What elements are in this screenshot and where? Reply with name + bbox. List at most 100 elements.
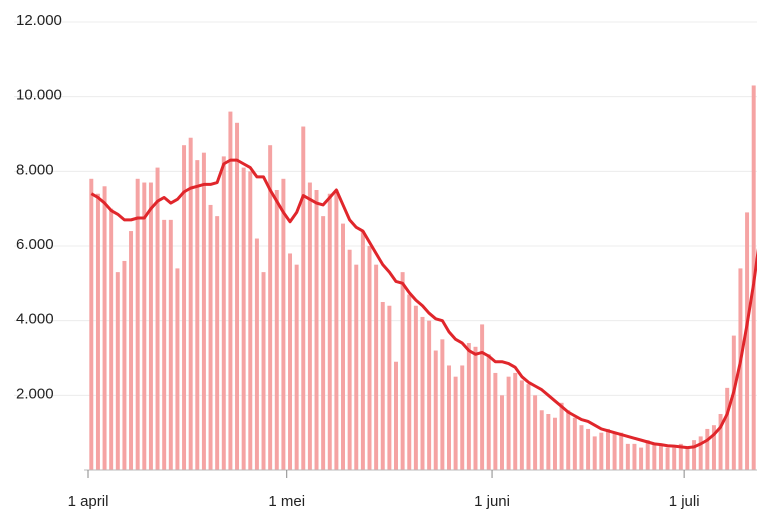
bar xyxy=(155,167,160,470)
bar xyxy=(718,414,723,470)
bar xyxy=(692,440,697,470)
bar xyxy=(612,432,617,470)
bar xyxy=(407,294,412,470)
bar xyxy=(572,417,577,470)
bar xyxy=(433,350,438,470)
bar xyxy=(427,320,432,470)
bar xyxy=(261,272,266,470)
bar xyxy=(473,346,478,470)
bar xyxy=(526,384,531,470)
bar xyxy=(533,395,538,470)
bar xyxy=(678,443,683,470)
bar xyxy=(605,428,610,470)
y-tick-label: 6.000 xyxy=(16,236,54,253)
bar xyxy=(307,182,312,471)
bar xyxy=(115,272,120,470)
bar xyxy=(592,436,597,470)
bar xyxy=(288,253,293,470)
bar xyxy=(440,339,445,470)
bar xyxy=(254,238,259,470)
bar xyxy=(354,264,359,470)
bar xyxy=(725,387,730,470)
bar xyxy=(506,376,511,470)
bar xyxy=(586,428,591,470)
bar xyxy=(188,137,193,470)
bar xyxy=(135,178,140,471)
bar xyxy=(268,145,273,470)
y-tick-label: 8.000 xyxy=(16,161,54,178)
bar xyxy=(599,432,604,470)
bar xyxy=(645,440,650,470)
bar xyxy=(347,249,352,470)
bar xyxy=(413,305,418,470)
bar xyxy=(168,219,173,470)
bar xyxy=(301,126,306,471)
bar xyxy=(652,443,657,470)
bar xyxy=(367,246,372,470)
bar xyxy=(685,447,690,470)
bar xyxy=(235,122,240,471)
y-tick-label: 10.000 xyxy=(16,87,62,104)
bar xyxy=(274,190,279,470)
bar xyxy=(129,231,134,470)
bar xyxy=(387,305,392,470)
bar xyxy=(248,171,253,471)
bar xyxy=(228,111,233,470)
bar xyxy=(658,443,663,470)
bar xyxy=(711,425,716,470)
bar xyxy=(175,268,180,470)
bar xyxy=(102,186,107,470)
bar xyxy=(221,156,226,470)
bar xyxy=(360,231,365,470)
bar xyxy=(566,410,571,470)
bar xyxy=(672,447,677,470)
bar xyxy=(493,372,498,470)
bar xyxy=(162,219,167,470)
y-tick-label: 12.000 xyxy=(16,12,62,29)
bar xyxy=(334,190,339,470)
bar xyxy=(241,167,246,470)
bar xyxy=(142,182,147,471)
bar xyxy=(546,414,551,470)
bar xyxy=(745,212,750,470)
bar xyxy=(665,447,670,470)
bar xyxy=(486,354,491,470)
bar xyxy=(89,178,94,471)
bar xyxy=(400,272,405,470)
bar xyxy=(341,223,346,470)
bar xyxy=(374,264,379,470)
bar xyxy=(466,343,471,470)
x-tick-label: 1 april xyxy=(68,493,109,510)
bar xyxy=(705,428,710,470)
bar xyxy=(182,145,187,470)
bar xyxy=(420,316,425,470)
bar xyxy=(195,160,200,470)
moving-average-line xyxy=(90,158,757,450)
bar xyxy=(513,372,518,470)
bar xyxy=(559,402,564,470)
bar xyxy=(698,436,703,470)
bar xyxy=(281,178,286,471)
y-tick-label: 2.000 xyxy=(16,385,54,402)
bar xyxy=(453,376,458,470)
bar xyxy=(480,324,485,470)
bar xyxy=(314,190,319,470)
x-tick-label: 1 mei xyxy=(268,493,305,510)
bar xyxy=(632,443,637,470)
bar xyxy=(519,380,524,470)
x-tick-label: 1 juli xyxy=(669,493,700,510)
bar xyxy=(122,260,127,470)
bar xyxy=(294,264,299,470)
bar xyxy=(499,395,504,470)
bar xyxy=(625,443,630,470)
bar xyxy=(639,447,644,470)
bar xyxy=(215,216,220,470)
bar xyxy=(460,365,465,470)
bar xyxy=(552,417,557,470)
bar xyxy=(447,365,451,470)
bar xyxy=(579,425,584,470)
bar xyxy=(109,208,114,470)
x-tick-label: 1 juni xyxy=(474,493,510,510)
bar xyxy=(539,410,544,470)
